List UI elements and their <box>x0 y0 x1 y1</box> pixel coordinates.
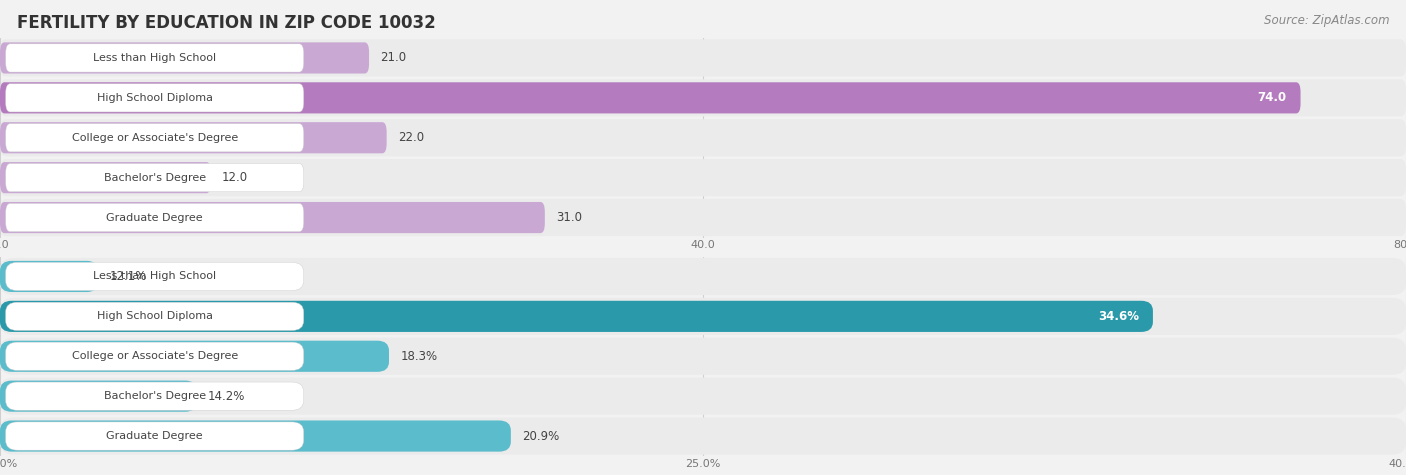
Text: Bachelor's Degree: Bachelor's Degree <box>104 391 205 401</box>
FancyBboxPatch shape <box>0 298 1406 335</box>
Text: Graduate Degree: Graduate Degree <box>107 212 202 223</box>
FancyBboxPatch shape <box>0 119 1406 156</box>
Text: 18.3%: 18.3% <box>401 350 437 363</box>
FancyBboxPatch shape <box>0 162 211 193</box>
Text: 34.6%: 34.6% <box>1098 310 1139 323</box>
FancyBboxPatch shape <box>6 84 304 112</box>
Text: FERTILITY BY EDUCATION IN ZIP CODE 10032: FERTILITY BY EDUCATION IN ZIP CODE 10032 <box>17 14 436 32</box>
FancyBboxPatch shape <box>0 418 1406 455</box>
FancyBboxPatch shape <box>6 302 304 331</box>
Text: 22.0: 22.0 <box>398 131 425 144</box>
FancyBboxPatch shape <box>0 82 1301 114</box>
FancyBboxPatch shape <box>0 122 387 153</box>
FancyBboxPatch shape <box>6 422 304 450</box>
Text: Bachelor's Degree: Bachelor's Degree <box>104 172 205 183</box>
FancyBboxPatch shape <box>0 39 1406 76</box>
FancyBboxPatch shape <box>0 341 389 372</box>
FancyBboxPatch shape <box>0 79 1406 116</box>
Text: Source: ZipAtlas.com: Source: ZipAtlas.com <box>1264 14 1389 27</box>
FancyBboxPatch shape <box>0 42 368 74</box>
FancyBboxPatch shape <box>0 261 98 292</box>
Text: 31.0: 31.0 <box>557 211 582 224</box>
FancyBboxPatch shape <box>0 378 1406 415</box>
FancyBboxPatch shape <box>6 342 304 370</box>
Text: College or Associate's Degree: College or Associate's Degree <box>72 133 238 143</box>
Text: High School Diploma: High School Diploma <box>97 311 212 322</box>
FancyBboxPatch shape <box>6 163 304 192</box>
FancyBboxPatch shape <box>0 258 1406 295</box>
FancyBboxPatch shape <box>6 44 304 72</box>
Text: 21.0: 21.0 <box>380 51 406 65</box>
FancyBboxPatch shape <box>0 202 544 233</box>
FancyBboxPatch shape <box>0 380 197 412</box>
Text: High School Diploma: High School Diploma <box>97 93 212 103</box>
Text: Less than High School: Less than High School <box>93 53 217 63</box>
FancyBboxPatch shape <box>6 262 304 291</box>
Text: College or Associate's Degree: College or Associate's Degree <box>72 351 238 361</box>
Text: Less than High School: Less than High School <box>93 271 217 282</box>
Text: 12.0: 12.0 <box>222 171 249 184</box>
Text: 12.1%: 12.1% <box>110 270 148 283</box>
FancyBboxPatch shape <box>0 199 1406 236</box>
Text: 20.9%: 20.9% <box>522 429 560 443</box>
FancyBboxPatch shape <box>0 338 1406 375</box>
FancyBboxPatch shape <box>0 301 1153 332</box>
FancyBboxPatch shape <box>6 382 304 410</box>
Text: Graduate Degree: Graduate Degree <box>107 431 202 441</box>
FancyBboxPatch shape <box>0 420 510 452</box>
Text: 74.0: 74.0 <box>1257 91 1286 104</box>
FancyBboxPatch shape <box>0 159 1406 196</box>
FancyBboxPatch shape <box>6 203 304 232</box>
Text: 14.2%: 14.2% <box>208 390 246 403</box>
FancyBboxPatch shape <box>6 124 304 152</box>
